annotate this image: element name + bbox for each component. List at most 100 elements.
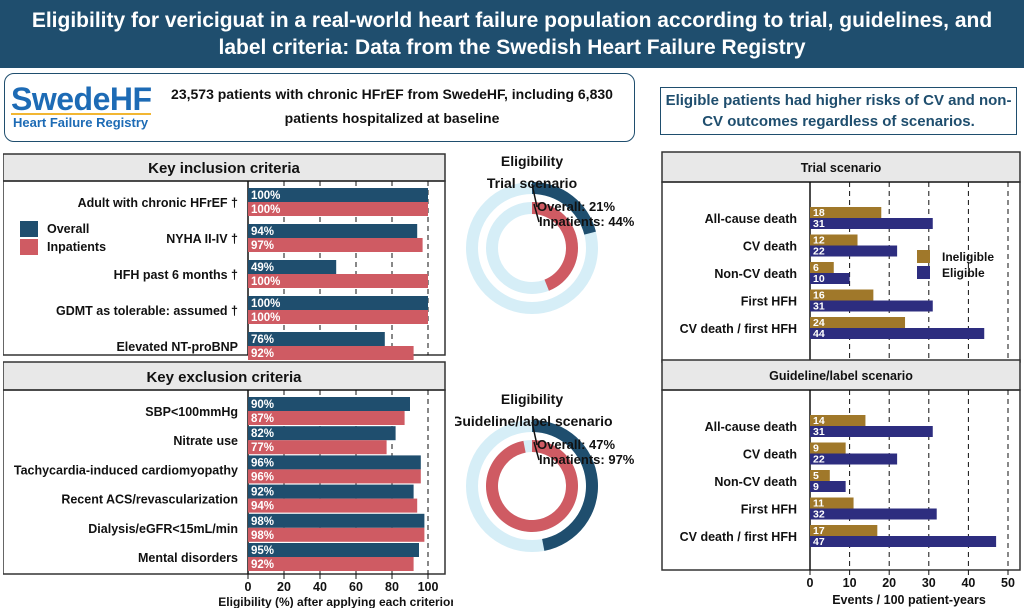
bar-overall-label: 92% [251,487,274,499]
panel-body [661,389,1021,571]
bar-ineligible-label: 14 [813,415,825,427]
x-tick-label: 30 [922,576,936,590]
bar-inpatients-label: 100% [251,312,280,324]
bar-eligible [810,536,997,547]
overall-arc [532,420,599,551]
legend-swatch-ineligible [917,250,930,263]
info-text: 23,573 patients with chronic HFrEF from … [171,86,613,126]
x-tick-label: 0 [807,576,814,590]
panel-header: Trial scenario [801,161,882,175]
legend-label-overall: Overall [47,222,89,236]
exclusion-header-bg [3,361,446,391]
title-bar: Eligibility for vericiguat in a real-wor… [0,0,1024,68]
panel-header-bg [661,359,1021,391]
bar-overall-label: 94% [251,226,274,238]
bar-overall-label: 82% [251,428,274,440]
bar-eligible-label: 31 [813,426,825,438]
guideline-donut-chart: Eligibility Guideline/label scenario Overa… [455,391,635,552]
legend-swatch-eligible [917,266,930,279]
criterion-label: NYHA II-IV † [166,232,238,246]
bar-ineligible-label: 11 [813,498,824,510]
x-tick-label: 40 [313,580,327,594]
exclusion-header: Key exclusion criteria [146,369,302,386]
bar-inpatients [248,411,405,425]
bar-eligible [810,300,933,312]
overall-leader [531,421,538,446]
legend-label-inpatients: Inpatients [47,240,106,254]
bar-inpatients-label: 100% [251,276,280,288]
legend-swatch-inpatients [20,239,38,255]
bar-inpatients-label: 100% [251,204,280,216]
bar-inpatients [248,346,414,360]
bar-overall [248,455,421,470]
outcome-label: Non-CV death [714,267,797,281]
logo-title: SwedeHF [11,81,152,117]
bar-ineligible [810,207,882,218]
bar-overall [248,296,428,310]
page-title: Eligibility for vericiguat in a real-wor… [31,9,993,59]
bar-inpatients [248,527,425,542]
bar-ineligible [810,415,866,426]
outcome-label: Non-CV death [714,475,797,489]
bar-overall-label: 49% [251,262,274,274]
bar-overall-label: 100% [251,190,280,202]
exclusion-panel [3,389,446,575]
inpatients-leader [533,203,540,223]
bar-inpatients-label: 94% [251,501,274,513]
bar-overall-label: 98% [251,516,274,528]
donut-title: Eligibility [501,153,563,169]
x-tick-label: 20 [277,580,291,594]
criterion-label: GDMT as tolerable: assumed † [56,304,238,318]
donut-subtitle: Trial scenario [487,175,577,191]
bar-ineligible [810,442,846,454]
x-tick-label: 80 [385,580,399,594]
bar-ineligible [810,289,874,301]
bar-ineligible-label: 5 [813,470,819,482]
conclusion-callout: Eligible patients had higher risks of CV… [660,87,1017,135]
bar-inpatients-label: 98% [251,530,274,542]
bar-inpatients [248,469,421,484]
inpatients-leader [533,441,540,461]
x-axis-title: Events / 100 patient-years [832,593,986,607]
x-axis-title: Eligibility (%) after applying each crit… [218,595,453,608]
legend-label-ineligible: Ineligible [942,250,994,264]
criterion-label: Nitrate use [173,434,238,448]
overall-leader [531,183,538,208]
bar-inpatients [248,498,418,513]
x-tick-label: 60 [349,580,363,594]
bar-inpatients [248,202,428,216]
inclusion-header-bg [3,153,446,182]
outcome-label: CV death [743,240,797,254]
bar-eligible [810,481,846,492]
inpatients-label: Inpatients: 44% [539,214,635,229]
bar-overall [248,543,419,557]
criterion-label: Elevated NT-proBNP [116,340,238,354]
panel-header: Guideline/label scenario [769,369,913,383]
bar-inpatients [248,557,414,571]
bar-inpatients-label: 92% [251,348,274,360]
bar-inpatients-label: 77% [251,442,274,454]
bar-eligible-label: 10 [813,273,825,285]
outcome-label: CV death / first HFH [680,530,797,544]
bar-eligible-label: 32 [813,509,825,521]
x-tick-label: 100 [418,580,439,594]
bar-ineligible [810,262,834,273]
criterion-label: Mental disorders [138,551,238,565]
inclusion-header: Key inclusion criteria [148,160,300,177]
inclusion-panel [3,180,446,356]
donut-title: Eligibility [501,391,563,407]
bar-eligible-label: 47 [813,536,825,548]
bar-inpatients [248,238,423,252]
criterion-label: HFH past 6 months † [114,268,238,282]
bar-eligible [810,245,898,257]
outcome-label: CV death [743,448,797,462]
overall-arc [532,182,596,235]
x-tick-label: 10 [843,576,857,590]
outcome-label: First HFH [741,295,797,309]
donut-subtitle: Guideline/label scenario [455,413,613,429]
logo-subtitle: Heart Failure Registry [10,113,152,130]
inpatients-arc [532,202,578,291]
bar-overall-label: 96% [251,457,274,469]
bar-eligible [810,426,933,437]
